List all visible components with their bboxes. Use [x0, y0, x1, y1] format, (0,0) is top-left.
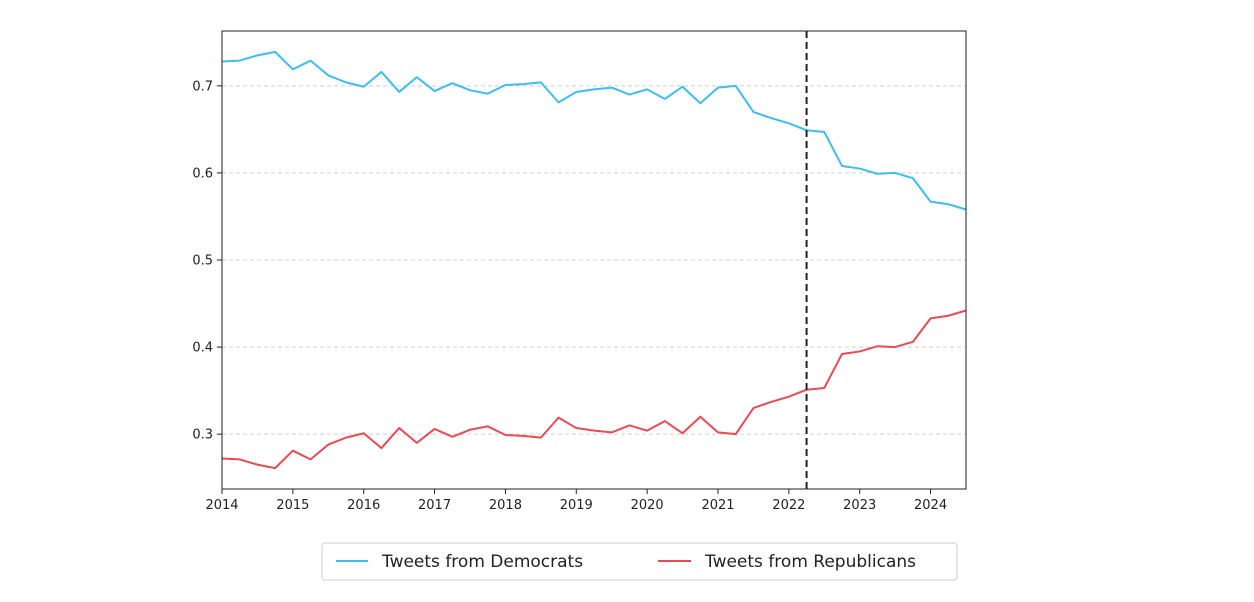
y-tick-label: 0.5 — [192, 254, 213, 269]
y-tick-label: 0.6 — [192, 166, 213, 181]
grid-lines — [222, 85, 966, 435]
x-tick-label: 2016 — [347, 498, 380, 513]
x-tick-label: 2023 — [843, 498, 876, 513]
legend-box — [321, 542, 958, 581]
legend-label-democrats: Tweets from Democrats — [381, 552, 583, 572]
legend: Tweets from Democrats Tweets from Republ… — [321, 542, 958, 581]
legend-label-republicans: Tweets from Republicans — [704, 552, 916, 572]
y-axis: 0.3 0.4 0.5 0.6 0.7 — [192, 79, 222, 443]
y-tick-label: 0.7 — [192, 79, 213, 94]
x-tick-label: 2024 — [914, 498, 947, 513]
x-tick-label: 2020 — [631, 498, 664, 513]
series-line-republicans — [221, 309, 967, 470]
x-tick-label: 2021 — [701, 498, 734, 513]
x-tick-label: 2015 — [276, 498, 309, 513]
y-tick-label: 0.4 — [192, 341, 213, 356]
x-tick-label: 2017 — [418, 498, 451, 513]
x-tick-label: 2019 — [560, 498, 593, 513]
x-tick-label: 2018 — [489, 498, 522, 513]
y-tick-label: 0.3 — [192, 428, 213, 443]
x-tick-label: 2022 — [772, 498, 805, 513]
series-lines — [221, 50, 967, 470]
x-tick-label: 2014 — [205, 498, 238, 513]
x-axis: 2014 2015 2016 2017 2018 2019 2020 2021 2022 2023… — [205, 489, 947, 513]
series-line-democrats — [221, 50, 967, 211]
